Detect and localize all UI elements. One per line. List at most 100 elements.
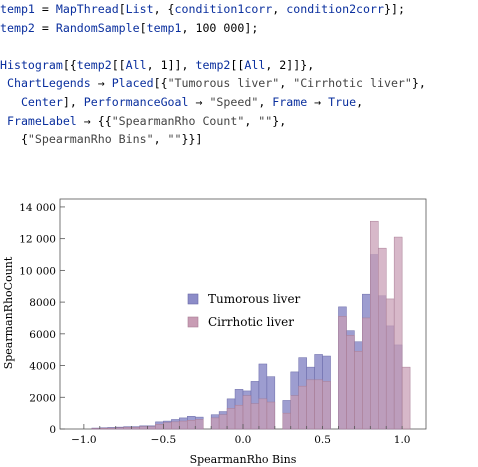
histogram-bar (338, 316, 347, 430)
code-line[interactable]: Center], PerformanceGoal → "Speed", Fram… (0, 93, 478, 112)
y-tick-label: 8000 (29, 297, 56, 309)
code-token: , (258, 94, 273, 109)
x-tick-label: −1.0 (71, 434, 97, 446)
histogram-bar (385, 298, 395, 430)
code-token: }, (411, 76, 426, 91)
histogram-bar (258, 398, 268, 430)
histogram-bar (362, 317, 371, 430)
x-tick-label: −0.5 (151, 434, 177, 446)
code-token: True (328, 94, 357, 109)
histogram-bar (298, 385, 307, 430)
histogram-bar (218, 414, 228, 430)
code-token: }]; (383, 2, 405, 16)
code-token: FrameLabel (6, 113, 77, 128)
code-token: = (34, 2, 56, 16)
code-token: , 100 000]; (181, 20, 259, 35)
legend-swatch-tumorous (187, 293, 199, 305)
histogram-bar (354, 351, 363, 430)
code-input-cell[interactable]: temp1 = MapThread[List, {condition1corr,… (0, 0, 478, 149)
code-line[interactable]: temp1 = MapThread[List, {condition1corr,… (0, 0, 478, 19)
code-token: , (272, 2, 287, 16)
code-line[interactable]: Histogram[{temp2[[All, 1]], temp2[[All, … (0, 56, 478, 75)
histogram-bars (91, 220, 411, 430)
histogram-bar (250, 403, 260, 430)
code-line[interactable]: temp2 = RandomSample[temp1, 100 000]; (0, 19, 478, 38)
code-token: [[ (230, 57, 245, 72)
y-tick-label: 4000 (29, 361, 56, 373)
code-token: temp2 (0, 20, 35, 35)
code-token: PerformanceGoal (83, 94, 189, 109)
code-token: → (188, 94, 210, 109)
code-token: All (125, 57, 147, 72)
x-tick-label: 1.0 (394, 434, 411, 446)
code-token: "Tumorous liver" (167, 76, 280, 91)
histogram-bar (139, 426, 148, 430)
histogram-bar (378, 247, 387, 430)
histogram-bar (314, 379, 323, 430)
histogram-bar (290, 395, 299, 430)
code-token: }}] (181, 132, 203, 147)
code-token: , (356, 94, 364, 109)
code-token: { (0, 132, 28, 147)
histogram-bar (115, 427, 124, 430)
code-token: "Cirrhotic liver" (293, 76, 412, 91)
histogram-bar (210, 417, 220, 430)
histogram-bar (131, 427, 140, 430)
y-tick-label: 0 (49, 424, 56, 436)
code-token: "SpearmanRho Count" (111, 113, 245, 128)
code-token: ], (62, 94, 84, 109)
code-token: temp2 (195, 57, 231, 72)
histogram-bar (401, 366, 411, 430)
legend-label-tumorous: Tumorous liver (208, 292, 301, 306)
code-token: , 1]], (146, 57, 196, 72)
y-tick-label: 10 000 (19, 265, 56, 277)
histogram-bar (393, 236, 403, 430)
legend-label-cirrhotic: Cirrhotic liver (208, 315, 294, 329)
code-line[interactable]: ChartLegends → Placed[{"Tumorous liver",… (0, 74, 478, 93)
code-token: }, (272, 113, 287, 128)
code-token: , 2]]}, (265, 57, 315, 72)
y-tick-label: 14 000 (19, 202, 56, 214)
code-token: = (34, 20, 56, 35)
histogram-bar (306, 379, 315, 430)
histogram-bar (163, 422, 172, 430)
axis-ticks: 0 2000 4000 6000 8000 10 000 12 000 14 000 −1.0 −… (19, 202, 410, 446)
histogram-bar (226, 408, 236, 430)
code-token: All (244, 57, 266, 72)
code-token: List (125, 2, 154, 16)
code-token: Placed (111, 76, 154, 91)
histogram-bar (179, 420, 188, 430)
code-token: , (244, 113, 259, 128)
histogram-bar (187, 420, 196, 430)
code-line[interactable]: FrameLabel → {{"SpearmanRho Count", ""}, (0, 112, 478, 131)
code-token: , (153, 132, 168, 147)
code-token: [[ (111, 57, 126, 72)
code-token: "" (258, 113, 273, 128)
x-tick-label: 0.0 (235, 434, 252, 446)
code-token: , (279, 76, 294, 91)
y-tick-label: 2000 (29, 392, 56, 404)
legend-swatch-cirrhotic (187, 316, 199, 328)
code-token: condition1corr (174, 2, 273, 16)
code-token: [ (118, 2, 126, 16)
code-line[interactable]: {"SpearmanRho Bins", ""}}] (0, 130, 478, 149)
code-token: [{ (62, 57, 77, 72)
code-token: → (90, 76, 112, 91)
code-token: temp1 (0, 2, 35, 16)
code-token: → {{ (76, 113, 112, 128)
histogram-bar (123, 427, 132, 430)
code-token: , { (153, 2, 175, 16)
histogram-bar (322, 381, 331, 430)
code-token: temp2 (76, 57, 112, 72)
code-token: MapThread (55, 2, 119, 16)
code-token: → (307, 94, 329, 109)
code-token: ChartLegends (6, 76, 91, 91)
y-tick-label: 12 000 (19, 234, 56, 246)
code-token: "" (167, 132, 182, 147)
histogram-bar (99, 427, 108, 430)
code-token: [ (139, 20, 147, 35)
histogram-bar (242, 395, 252, 430)
code-token: [{ (153, 76, 168, 91)
code-token: "SpearmanRho Bins" (27, 132, 154, 147)
